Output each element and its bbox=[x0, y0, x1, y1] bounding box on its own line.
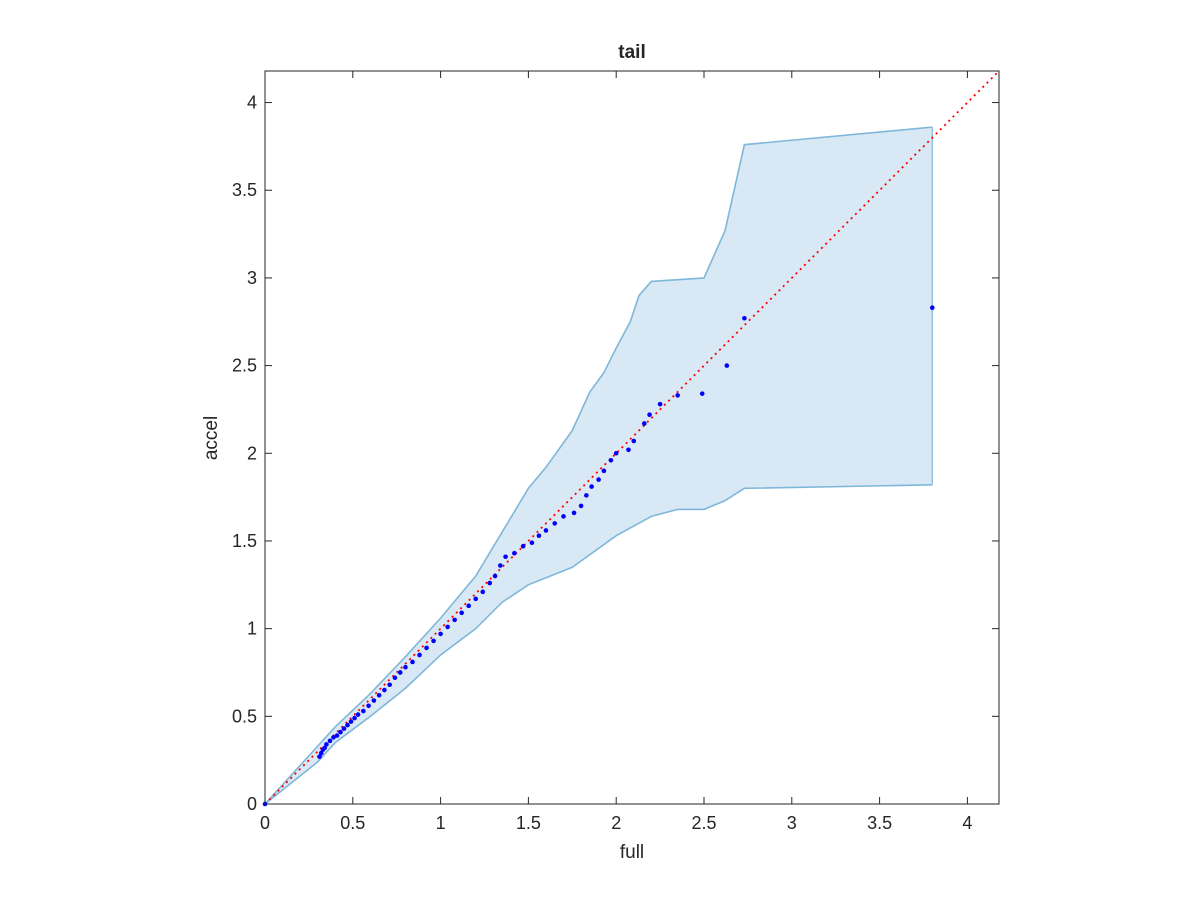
data-point bbox=[601, 468, 607, 474]
data-point bbox=[327, 738, 333, 744]
x-tick-label: 3.5 bbox=[867, 813, 892, 833]
y-tick-label: 4 bbox=[247, 93, 257, 113]
data-point bbox=[520, 543, 526, 549]
data-points-layer bbox=[262, 305, 935, 807]
x-tick-label: 0.5 bbox=[340, 813, 365, 833]
data-point bbox=[382, 687, 387, 693]
data-point bbox=[503, 554, 508, 560]
confidence-band-upper-edge bbox=[264, 126, 933, 805]
data-point bbox=[318, 750, 324, 756]
data-point bbox=[345, 722, 350, 728]
y-tick-label: 1.5 bbox=[232, 531, 257, 551]
data-point bbox=[498, 563, 503, 568]
x-tick-label: 2 bbox=[611, 813, 621, 833]
data-point bbox=[742, 315, 747, 321]
y-tick-label: 0.5 bbox=[232, 706, 257, 726]
data-point bbox=[376, 692, 382, 698]
data-point bbox=[341, 726, 347, 731]
data-point bbox=[487, 580, 493, 586]
data-point bbox=[459, 610, 464, 616]
data-point bbox=[473, 596, 479, 602]
data-point bbox=[431, 638, 436, 644]
data-point bbox=[647, 412, 652, 418]
reference-line bbox=[264, 70, 1000, 805]
data-point bbox=[571, 510, 577, 516]
data-point bbox=[334, 733, 340, 738]
x-axis-label: full bbox=[620, 842, 644, 863]
data-point bbox=[512, 550, 517, 556]
data-point bbox=[352, 715, 357, 721]
data-point bbox=[608, 457, 614, 463]
y-tick-label: 3.5 bbox=[232, 180, 257, 200]
x-tick-label: 3 bbox=[787, 813, 797, 833]
x-tick-label: 1 bbox=[436, 813, 446, 833]
data-point bbox=[355, 712, 361, 717]
y-tick-label: 2 bbox=[247, 443, 257, 463]
y-tick-label: 2.5 bbox=[232, 356, 257, 376]
confidence-band-layer bbox=[264, 126, 933, 805]
data-point bbox=[366, 703, 371, 709]
data-point bbox=[338, 729, 343, 735]
data-point bbox=[561, 514, 566, 519]
data-point bbox=[438, 631, 443, 637]
data-point bbox=[641, 421, 647, 426]
y-tick-label: 3 bbox=[247, 268, 257, 288]
data-point bbox=[452, 617, 457, 623]
data-point bbox=[543, 528, 549, 533]
data-point bbox=[397, 670, 403, 675]
data-point bbox=[392, 675, 398, 681]
confidence-band-fill bbox=[265, 127, 933, 805]
data-point bbox=[348, 719, 354, 724]
data-point bbox=[929, 305, 935, 311]
data-point bbox=[361, 708, 366, 714]
data-point bbox=[626, 447, 631, 453]
x-tick-label: 4 bbox=[962, 813, 972, 833]
data-point bbox=[403, 664, 408, 670]
data-point bbox=[410, 659, 415, 665]
data-point bbox=[331, 735, 336, 740]
data-point bbox=[584, 493, 589, 498]
data-point bbox=[596, 477, 601, 482]
x-tick-label: 1.5 bbox=[516, 813, 541, 833]
data-point bbox=[589, 484, 594, 489]
y-axis-label: accel bbox=[201, 416, 222, 460]
data-point bbox=[699, 391, 705, 396]
x-tick-label: 0 bbox=[260, 813, 270, 833]
data-point bbox=[417, 652, 422, 658]
data-point bbox=[322, 745, 328, 751]
data-point bbox=[317, 754, 322, 759]
data-point bbox=[657, 401, 663, 407]
data-point bbox=[466, 603, 471, 609]
data-point bbox=[387, 682, 392, 688]
data-point bbox=[445, 624, 450, 630]
axes-layer: 0 0.5 1 1.5 2 2.5 3 3.5 4 0 0.5 1 1.5 2 2.5 3 3.5 4 bbox=[232, 70, 1000, 833]
y-tick-label: 1 bbox=[247, 619, 257, 639]
data-point bbox=[631, 438, 637, 444]
data-point bbox=[613, 450, 619, 456]
chart-title: tail bbox=[618, 42, 645, 63]
data-point bbox=[675, 393, 680, 398]
data-point bbox=[371, 698, 377, 703]
data-point bbox=[724, 363, 730, 368]
reference-line-layer bbox=[264, 70, 1000, 805]
data-point bbox=[424, 645, 429, 651]
data-point bbox=[529, 540, 535, 546]
data-point bbox=[552, 521, 558, 526]
y-tick-label: 0 bbox=[247, 794, 257, 814]
plot-area-frame bbox=[264, 70, 1000, 805]
data-point bbox=[480, 589, 486, 595]
x-tick-label: 2.5 bbox=[691, 813, 716, 833]
confidence-band-lower-edge bbox=[264, 484, 933, 805]
data-point bbox=[578, 503, 584, 509]
data-point bbox=[492, 573, 498, 579]
data-point bbox=[536, 533, 542, 539]
data-point bbox=[324, 742, 329, 747]
